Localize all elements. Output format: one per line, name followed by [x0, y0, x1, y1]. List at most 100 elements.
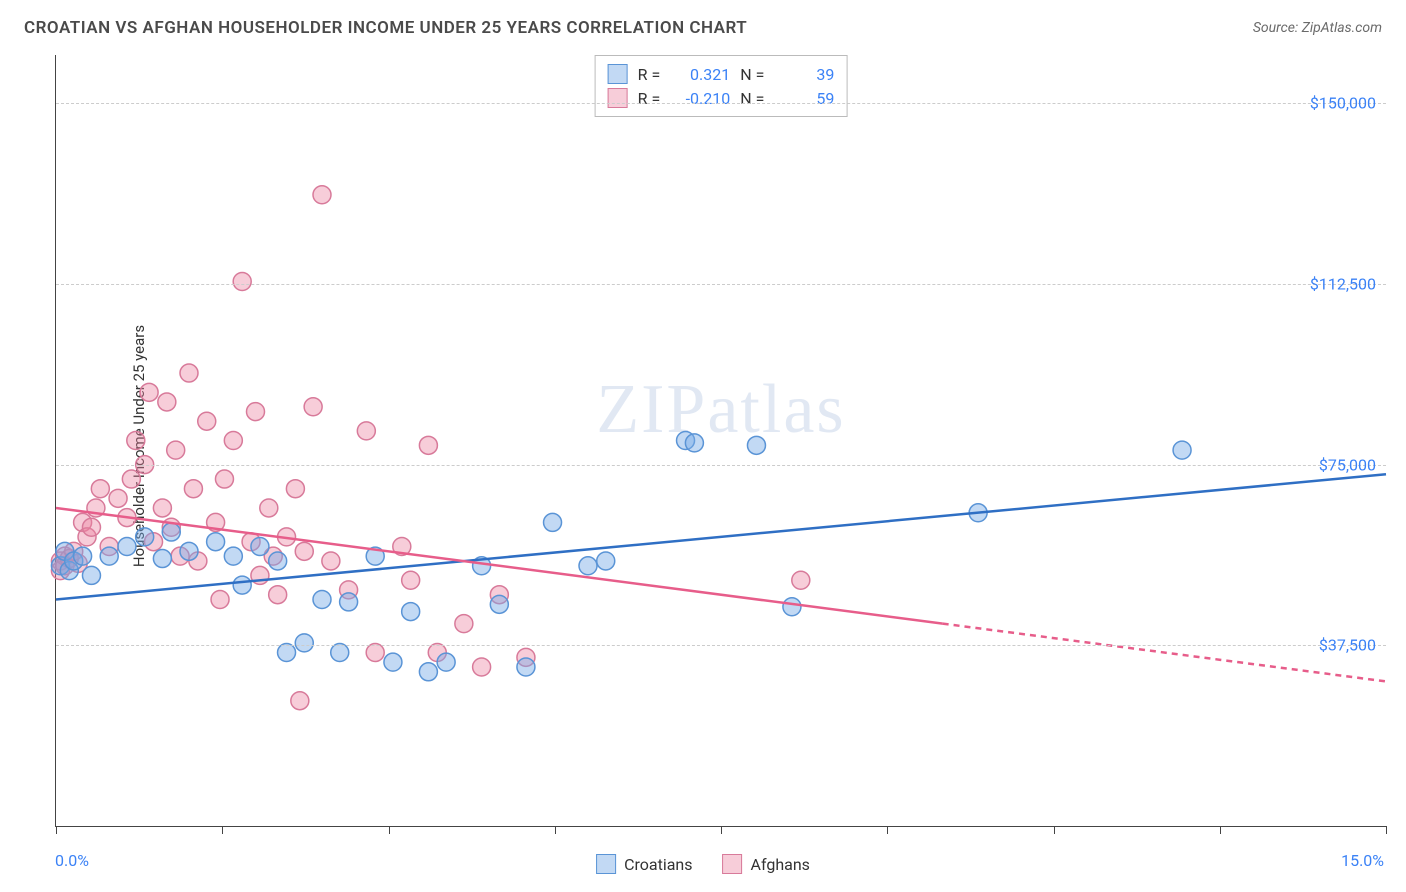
r-label: R = — [638, 65, 661, 84]
scatter-point — [304, 398, 322, 416]
x-axis-max-label: 15.0% — [1341, 851, 1384, 870]
scatter-point — [517, 658, 535, 676]
scatter-point — [490, 595, 508, 613]
scatter-point — [162, 523, 180, 541]
scatter-point — [122, 470, 140, 488]
scatter-point — [233, 576, 251, 594]
scatter-point — [313, 591, 331, 609]
scatter-point — [579, 557, 597, 575]
scatter-point — [419, 436, 437, 454]
scatter-point — [82, 518, 100, 536]
scatter-point — [473, 658, 491, 676]
legend-label-croatian: Croatians — [624, 855, 692, 874]
x-tick — [1386, 826, 1387, 834]
r-label: R = — [638, 89, 661, 108]
gridline — [56, 103, 1386, 104]
swatch-afghan — [608, 88, 628, 108]
swatch-croatian — [608, 64, 628, 84]
scatter-point — [207, 533, 225, 551]
scatter-point — [402, 603, 420, 621]
stats-row-afghan: R = -0.210 N = 59 — [608, 86, 835, 110]
x-tick — [56, 826, 57, 834]
scatter-point — [313, 186, 331, 204]
scatter-point — [260, 499, 278, 517]
x-tick — [887, 826, 888, 834]
scatter-point — [783, 598, 801, 616]
scatter-point — [215, 470, 233, 488]
scatter-point — [685, 434, 703, 452]
chart-plot-area: ZIPatlas R = 0.321 N = 39 R = -0.210 N =… — [55, 55, 1386, 827]
stats-legend-box: R = 0.321 N = 39 R = -0.210 N = 59 — [595, 55, 848, 117]
scatter-point — [184, 480, 202, 498]
n-value-croatian: 39 — [774, 65, 834, 84]
r-value-afghan: -0.210 — [670, 89, 730, 108]
scatter-point — [224, 432, 242, 450]
scatter-point — [792, 571, 810, 589]
scatter-point — [247, 403, 265, 421]
scatter-point — [82, 566, 100, 584]
scatter-point — [118, 538, 136, 556]
scatter-point — [544, 513, 562, 531]
legend-item-afghan: Afghans — [723, 854, 810, 874]
swatch-croatian-icon — [596, 854, 616, 874]
scatter-point — [269, 552, 287, 570]
scatter-point — [747, 436, 765, 454]
n-value-afghan: 59 — [774, 89, 834, 108]
source-label: Source: ZipAtlas.com — [1253, 20, 1382, 36]
scatter-plot-svg — [56, 55, 1386, 826]
scatter-point — [233, 272, 251, 290]
x-tick — [1054, 826, 1055, 834]
scatter-point — [211, 591, 229, 609]
scatter-point — [322, 552, 340, 570]
y-tick-label: $37,500 — [1319, 636, 1376, 655]
legend-item-croatian: Croatians — [596, 854, 692, 874]
chart-title: CROATIAN VS AFGHAN HOUSEHOLDER INCOME UN… — [24, 18, 747, 38]
y-tick-label: $112,500 — [1310, 274, 1376, 293]
scatter-point — [295, 542, 313, 560]
scatter-point — [153, 550, 171, 568]
gridline — [56, 645, 1386, 646]
scatter-point — [153, 499, 171, 517]
scatter-point — [357, 422, 375, 440]
scatter-point — [109, 489, 127, 507]
scatter-point — [167, 441, 185, 459]
x-tick — [555, 826, 556, 834]
scatter-point — [136, 528, 154, 546]
scatter-point — [100, 547, 118, 565]
x-axis-min-label: 0.0% — [55, 851, 89, 870]
stats-row-croatian: R = 0.321 N = 39 — [608, 62, 835, 86]
x-tick — [721, 826, 722, 834]
scatter-point — [437, 653, 455, 671]
bottom-legend: Croatians Afghans — [596, 854, 810, 874]
scatter-point — [180, 542, 198, 560]
scatter-point — [419, 663, 437, 681]
gridline — [56, 284, 1386, 285]
scatter-point — [269, 586, 287, 604]
scatter-point — [402, 571, 420, 589]
scatter-point — [597, 552, 615, 570]
scatter-point — [1173, 441, 1191, 459]
scatter-point — [140, 383, 158, 401]
scatter-point — [198, 412, 216, 430]
scatter-point — [127, 432, 145, 450]
scatter-point — [286, 480, 304, 498]
x-tick — [389, 826, 390, 834]
scatter-point — [91, 480, 109, 498]
n-label: N = — [740, 65, 764, 84]
gridline — [56, 465, 1386, 466]
y-tick-label: $75,000 — [1319, 455, 1376, 474]
swatch-afghan-icon — [723, 854, 743, 874]
n-label: N = — [740, 89, 764, 108]
scatter-point — [384, 653, 402, 671]
scatter-point — [251, 538, 269, 556]
legend-label-afghan: Afghans — [751, 855, 810, 874]
x-tick — [1220, 826, 1221, 834]
r-value-croatian: 0.321 — [670, 65, 730, 84]
scatter-point — [291, 692, 309, 710]
scatter-point — [158, 393, 176, 411]
scatter-point — [455, 615, 473, 633]
x-tick — [222, 826, 223, 834]
scatter-point — [180, 364, 198, 382]
scatter-point — [224, 547, 242, 565]
y-tick-label: $150,000 — [1310, 94, 1376, 113]
